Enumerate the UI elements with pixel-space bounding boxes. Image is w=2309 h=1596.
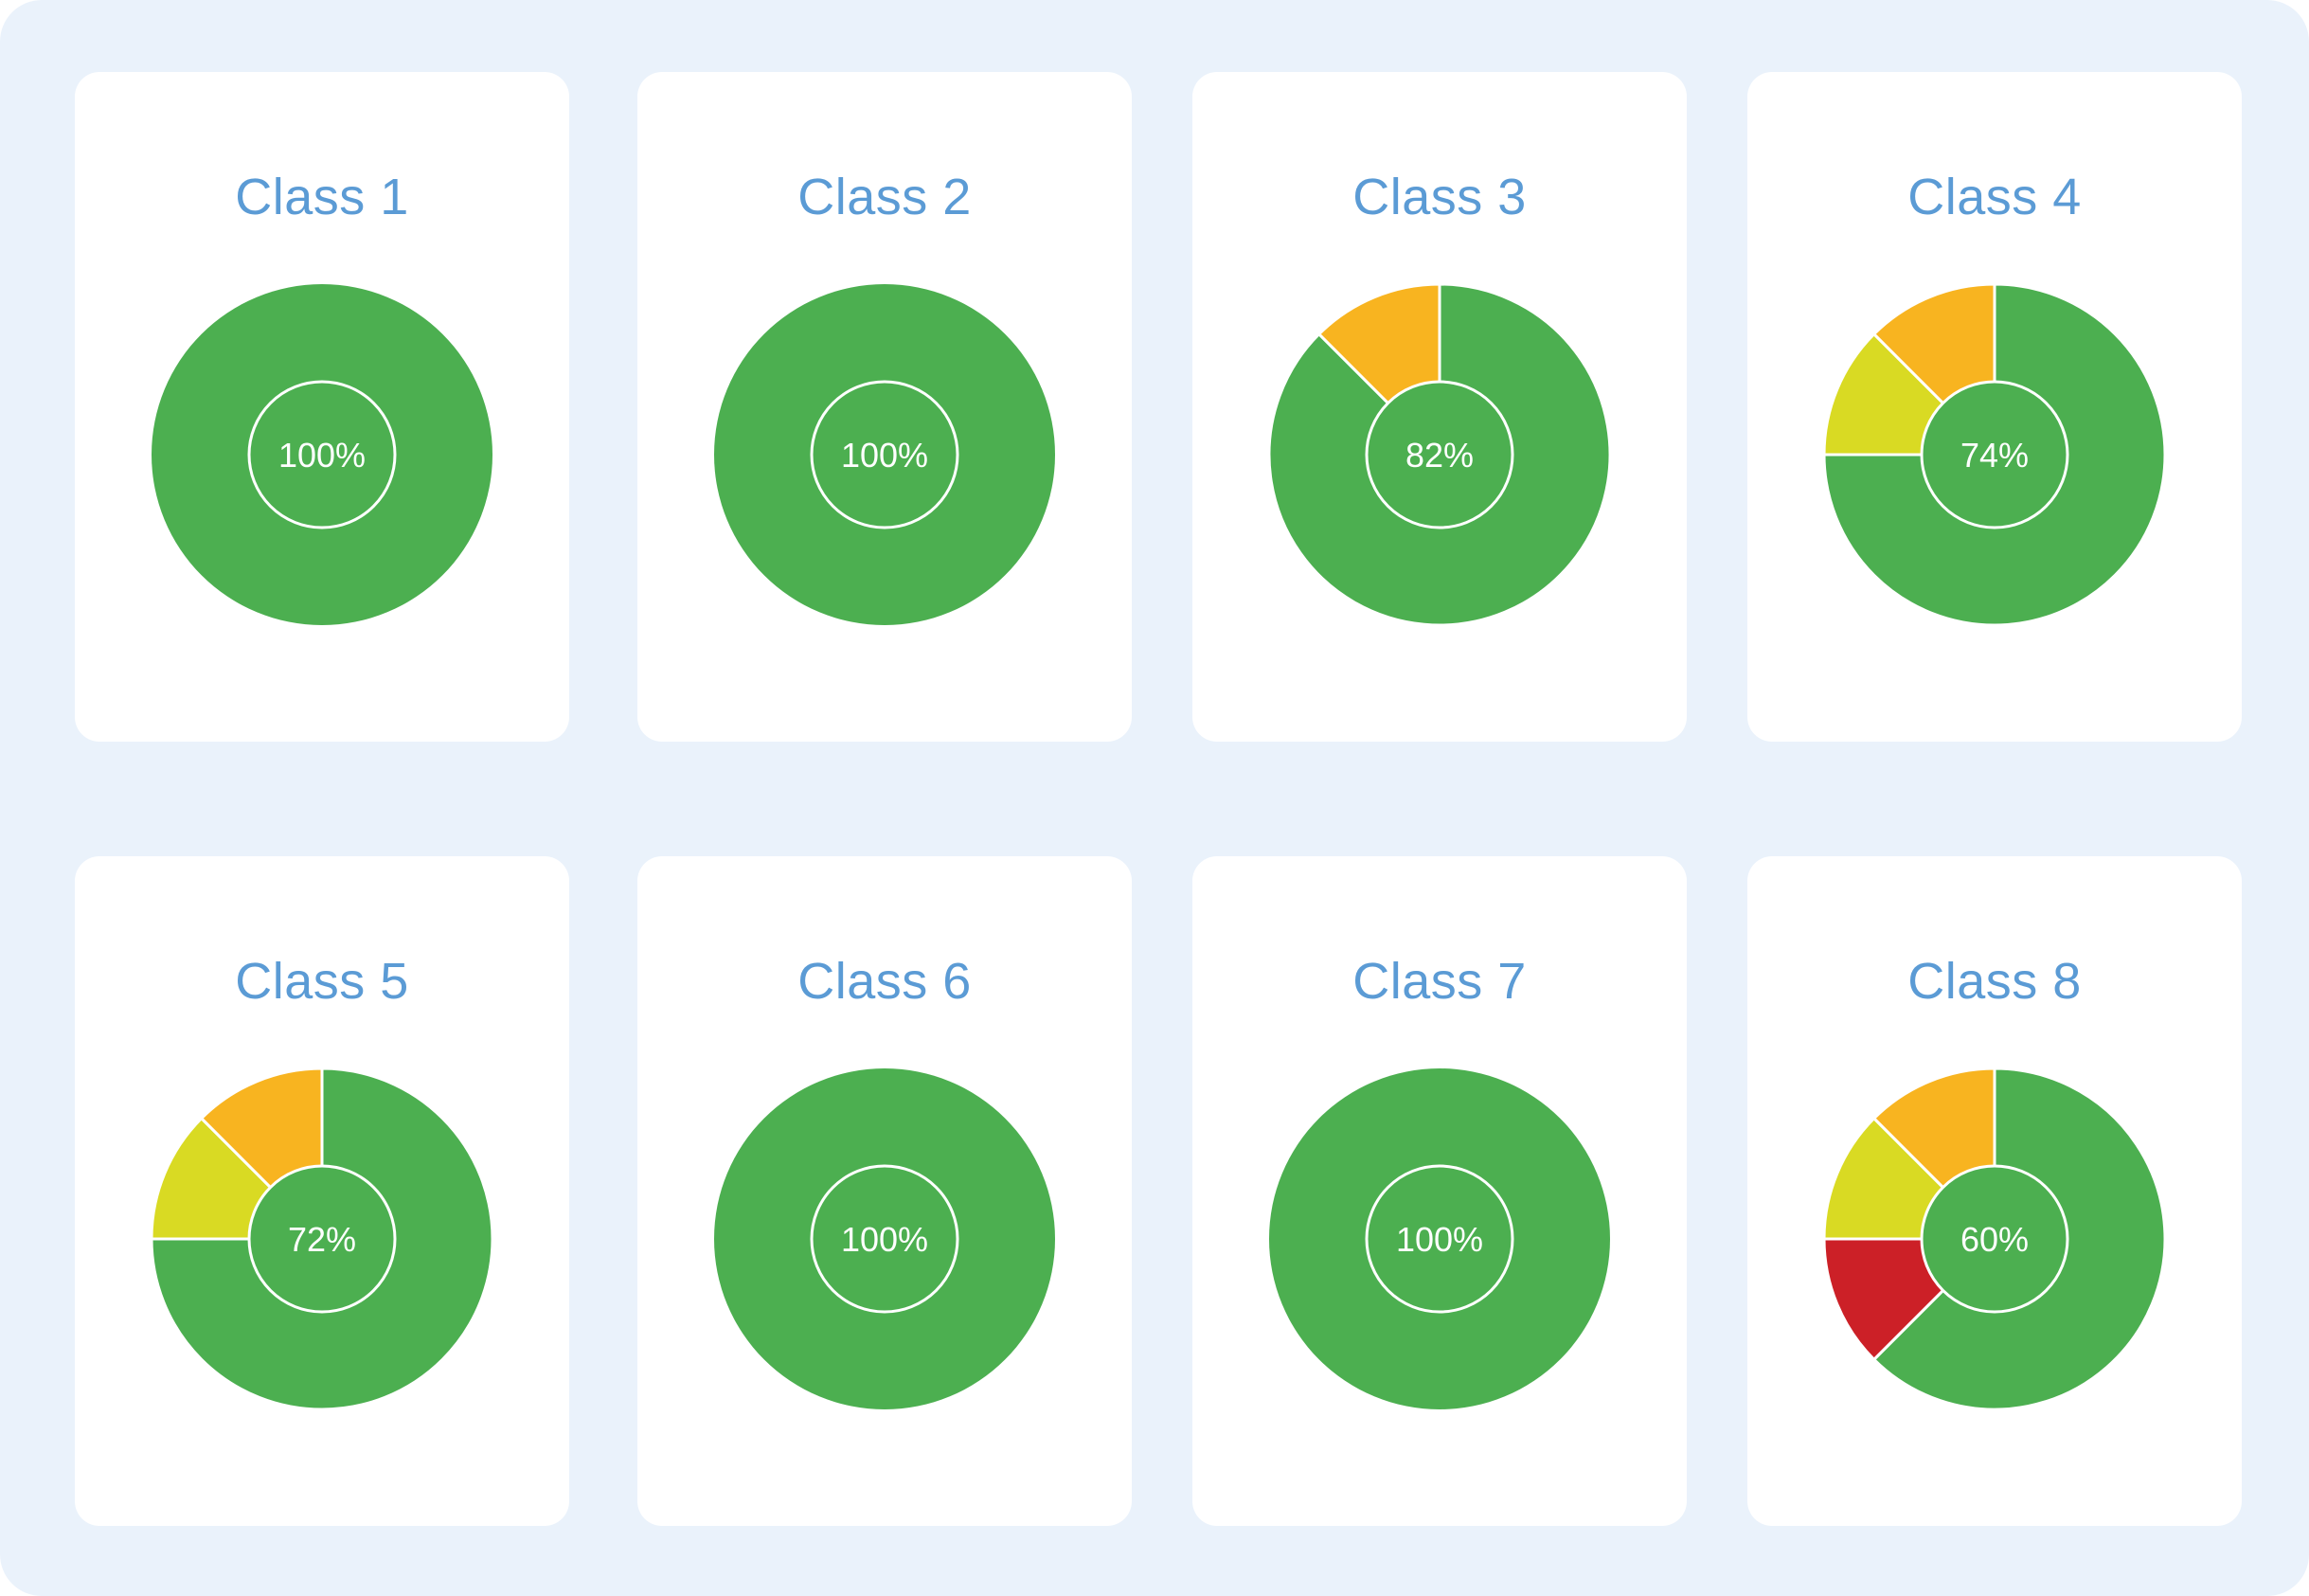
class-donut-chart: 82% xyxy=(1267,282,1612,627)
class-card-1: Class 1 100% xyxy=(75,72,569,742)
class-title: Class 5 xyxy=(235,953,409,1010)
center-percentage-label: 82% xyxy=(1405,436,1474,475)
donut-center xyxy=(1920,380,2069,529)
class-donut-chart: 100% xyxy=(714,284,1055,625)
class-title: Class 2 xyxy=(797,169,972,225)
center-percentage-label: 72% xyxy=(288,1220,356,1259)
donut-center xyxy=(247,1164,397,1314)
class-title: Class 6 xyxy=(797,953,972,1010)
class-card-5: Class 5 72% xyxy=(75,856,569,1526)
center-percentage-label: 100% xyxy=(841,1220,928,1259)
class-card-6: Class 6 100% xyxy=(637,856,1132,1526)
class-card-2: Class 2 100% xyxy=(637,72,1132,742)
class-donut-chart: 74% xyxy=(1822,282,2167,627)
class-card-8: Class 8 60% xyxy=(1747,856,2242,1526)
center-percentage-label: 60% xyxy=(1960,1220,2029,1259)
donut-center xyxy=(810,380,959,529)
center-percentage-label: 100% xyxy=(1396,1220,1483,1259)
donut-center xyxy=(1365,380,1514,529)
pie-slice-green xyxy=(150,1067,494,1411)
donut-center xyxy=(247,380,397,529)
donut-center xyxy=(810,1164,959,1314)
pie-slice-green xyxy=(1822,282,2167,627)
center-percentage-label: 100% xyxy=(841,436,928,475)
class-donut-chart: 100% xyxy=(714,1068,1055,1409)
class-card-3: Class 3 82% xyxy=(1192,72,1687,742)
class-donut-chart: 72% xyxy=(150,1067,494,1411)
class-title: Class 7 xyxy=(1352,953,1527,1010)
class-card-4: Class 4 74% xyxy=(1747,72,2242,742)
class-donut-chart: 100% xyxy=(1269,1068,1610,1409)
class-title: Class 4 xyxy=(1907,169,2082,225)
center-percentage-label: 74% xyxy=(1960,436,2029,475)
class-donut-chart: 100% xyxy=(152,284,492,625)
center-percentage-label: 100% xyxy=(278,436,366,475)
class-title: Class 1 xyxy=(235,169,409,225)
class-donut-chart: 60% xyxy=(1822,1067,2167,1411)
class-title: Class 8 xyxy=(1907,953,2082,1010)
donut-center xyxy=(1920,1164,2069,1314)
class-card-7: Class 7 100% xyxy=(1192,856,1687,1526)
class-title: Class 3 xyxy=(1352,169,1527,225)
donut-center xyxy=(1365,1164,1514,1314)
